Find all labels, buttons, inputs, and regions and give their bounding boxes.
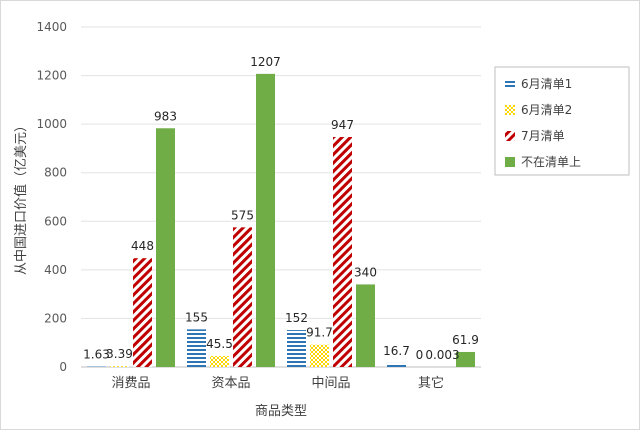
x-tick-label: 中间品 (311, 376, 350, 391)
data-label: 155 (185, 310, 208, 324)
legend-swatch (505, 79, 515, 89)
data-label: 947 (331, 118, 354, 132)
bar-hlines (187, 329, 206, 367)
bar-solid (256, 74, 275, 367)
data-label: 983 (154, 109, 177, 123)
bar-solid (356, 284, 375, 367)
legend-label: 7月清单 (521, 129, 565, 143)
y-tick-label: 600 (44, 214, 67, 228)
bar-checker (210, 356, 229, 367)
data-label: 91.7 (306, 326, 333, 340)
data-label: 1207 (250, 55, 281, 69)
bar-checker (110, 366, 129, 367)
y-tick-label: 800 (44, 166, 67, 180)
y-tick-label: 1000 (36, 117, 67, 131)
data-label: 61.9 (452, 333, 479, 347)
bars (87, 74, 475, 367)
y-tick-label: 200 (44, 311, 67, 325)
bar-hlines (387, 363, 406, 367)
data-label: 152 (285, 311, 308, 325)
data-label: 575 (231, 208, 254, 222)
legend-label: 不在清单上 (521, 155, 581, 169)
bar-diag (233, 227, 252, 367)
y-axis-ticks: 0 200 400 600 800 1000 1200 1400 (36, 20, 67, 374)
y-tick-label: 400 (44, 263, 67, 277)
legend-label: 6月清单1 (521, 77, 572, 91)
data-label: 0.003 (425, 348, 459, 362)
bar-checker (310, 345, 329, 367)
bar-solid (156, 128, 175, 367)
data-label: 448 (131, 239, 154, 253)
data-label: 45.5 (206, 337, 233, 351)
bar-hlines (287, 330, 306, 367)
x-tick-label: 资本品 (211, 376, 250, 391)
legend-label: 6月清单2 (521, 103, 572, 117)
legend-swatch (505, 157, 515, 167)
data-label: 0 (416, 348, 424, 362)
x-tick-label: 其它 (418, 375, 444, 391)
legend-swatch (505, 131, 515, 141)
x-tick-label: 消费品 (111, 376, 150, 391)
y-tick-label: 1200 (36, 69, 67, 83)
y-tick-label: 0 (59, 360, 67, 374)
data-label: 340 (354, 265, 377, 279)
y-tick-label: 1400 (36, 20, 67, 34)
data-label: 3.39 (106, 347, 133, 361)
x-axis-ticks: 消费品 资本品 中间品 其它 (111, 375, 444, 391)
bar-diag (133, 258, 152, 367)
y-axis-title: 从中国进口价值（亿美元） (13, 119, 29, 275)
legend-swatch (505, 105, 515, 115)
data-label: 16.7 (383, 344, 410, 358)
x-axis-title: 商品类型 (255, 404, 307, 419)
bar-diag (333, 137, 352, 367)
